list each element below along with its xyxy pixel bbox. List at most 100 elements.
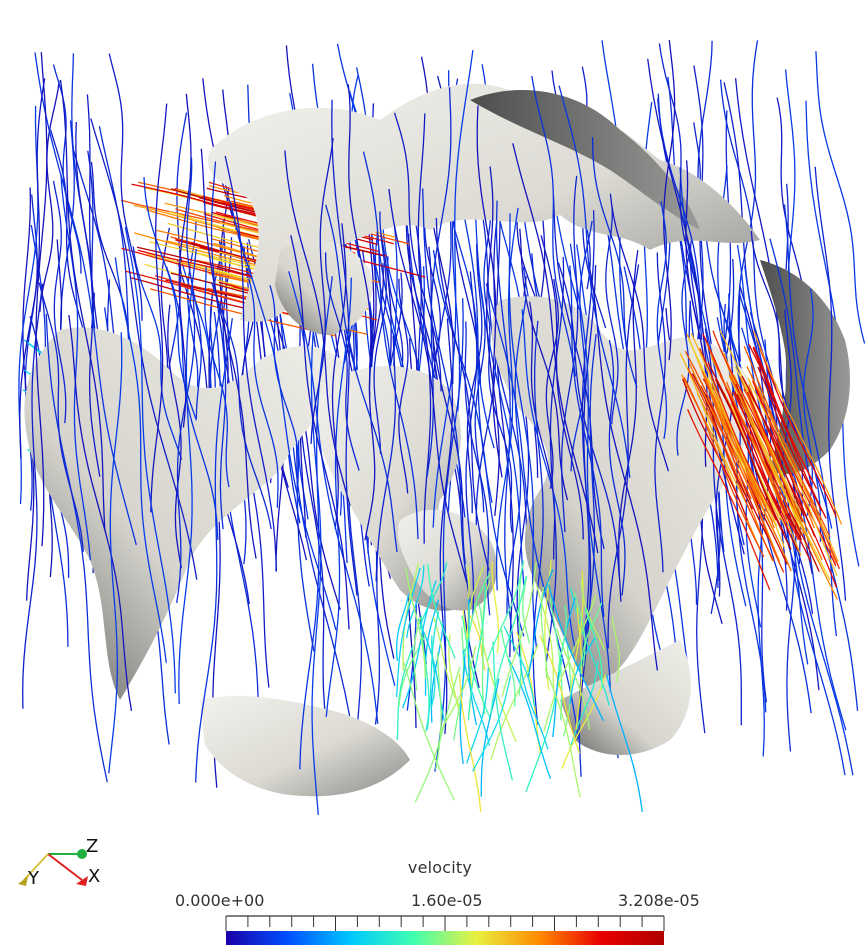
streamline — [395, 593, 410, 661]
streamline — [398, 278, 409, 494]
streamline — [710, 395, 792, 572]
streamline — [200, 148, 257, 559]
streamline — [540, 586, 548, 679]
velocity-colorbar: velocity 0.000e+00 1.60e-05 3.208e-05 — [170, 858, 710, 945]
streamline — [90, 118, 198, 580]
streamline — [466, 249, 483, 514]
streamlines-front-layer — [18, 40, 859, 815]
streamline — [725, 381, 788, 515]
streamline — [759, 347, 837, 517]
colorbar-gradient — [226, 931, 664, 945]
streamline — [739, 376, 823, 560]
streamline — [60, 173, 92, 561]
streamline — [490, 576, 527, 714]
streamline — [714, 378, 792, 550]
streamline — [531, 75, 577, 377]
streamline — [414, 666, 461, 803]
streamline — [527, 569, 554, 678]
surface-patch — [491, 296, 753, 690]
streamline — [757, 386, 839, 562]
streamline — [654, 252, 666, 573]
streamline — [545, 279, 560, 489]
streamline — [705, 342, 783, 508]
y-axis-label: Y — [27, 868, 40, 886]
streamline — [224, 155, 278, 572]
streamline — [495, 207, 519, 591]
streamline — [432, 50, 474, 528]
streamline — [324, 252, 360, 471]
streamline — [284, 150, 351, 506]
streamline — [684, 350, 752, 500]
streamline — [108, 332, 123, 774]
streamline — [325, 277, 352, 717]
streamline — [685, 160, 708, 467]
streamline — [19, 78, 46, 459]
streamline — [401, 580, 437, 709]
surface-patch — [398, 509, 498, 611]
streamline — [575, 607, 583, 731]
streamline — [647, 58, 745, 555]
streamline — [195, 318, 233, 783]
streamline — [579, 210, 595, 677]
orientation-axes-icon: Z X Y — [18, 836, 100, 889]
streamline — [569, 243, 612, 693]
streamline — [741, 375, 805, 517]
streamline — [75, 121, 101, 477]
streamline — [248, 278, 279, 508]
streamline — [325, 204, 398, 552]
streamline — [679, 352, 750, 510]
streamline — [518, 572, 522, 696]
streamline — [331, 99, 358, 596]
surface-patch — [24, 327, 350, 700]
streamline — [733, 374, 803, 529]
streamline — [465, 271, 478, 617]
streamline — [547, 584, 604, 722]
streamline — [478, 603, 486, 715]
streamline — [704, 375, 775, 529]
streamline — [426, 87, 452, 478]
streamline — [570, 220, 593, 472]
streamline — [22, 283, 44, 709]
streamline — [491, 561, 500, 653]
streamline — [719, 374, 790, 533]
colorbar-ticks — [225, 916, 665, 931]
streamline — [229, 201, 337, 631]
streamline — [68, 315, 133, 712]
streamline — [746, 366, 837, 564]
colorbar-title: velocity — [407, 858, 473, 877]
streamline — [699, 348, 777, 521]
streamline — [750, 231, 800, 440]
streamline — [539, 635, 581, 754]
streamline — [746, 391, 838, 588]
streamline — [507, 657, 552, 779]
streamline — [545, 256, 565, 663]
streamline — [611, 616, 621, 683]
streamline — [434, 298, 464, 772]
streamline — [424, 599, 440, 696]
streamline — [657, 98, 725, 414]
streamline — [560, 175, 579, 533]
streamline — [45, 313, 108, 783]
streamline — [519, 228, 569, 501]
streamline — [522, 577, 531, 644]
streamline — [299, 276, 333, 770]
streamline — [608, 339, 626, 596]
streamline — [815, 51, 866, 344]
streamline — [712, 330, 772, 457]
streamline — [521, 309, 576, 648]
streamline — [427, 563, 456, 659]
streamline — [210, 161, 227, 530]
streamline — [395, 567, 421, 698]
y-axis-head-icon — [18, 876, 28, 886]
streamline — [430, 635, 436, 709]
streamline — [143, 177, 198, 421]
streamline — [749, 403, 838, 600]
streamline — [690, 332, 778, 527]
surface-patch — [200, 695, 410, 797]
streamline — [347, 84, 372, 397]
render-viewport[interactable] — [0, 0, 867, 820]
streamline — [211, 282, 272, 530]
streamline — [606, 674, 643, 813]
streamline — [178, 248, 197, 705]
colorbar-min-label: 0.000e+00 — [175, 891, 265, 910]
